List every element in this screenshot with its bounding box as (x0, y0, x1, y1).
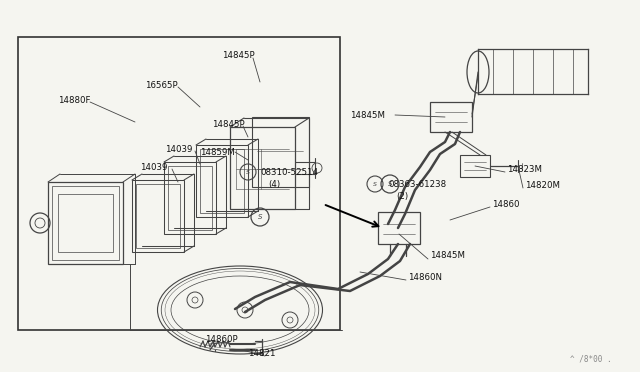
Bar (52, 186, 119, 260)
Text: 14860P: 14860P (205, 336, 237, 344)
Text: S: S (373, 182, 377, 186)
Bar (460, 155, 490, 177)
Text: 14821: 14821 (248, 350, 275, 359)
Text: 14845P: 14845P (222, 51, 255, 60)
Text: 08363-61238: 08363-61238 (388, 180, 446, 189)
Text: 14845M: 14845M (350, 110, 385, 119)
Text: 08310-52514: 08310-52514 (260, 167, 318, 176)
Text: S: S (258, 214, 262, 220)
Bar (164, 162, 216, 234)
Text: (2): (2) (396, 192, 408, 201)
Text: 16565P: 16565P (145, 80, 178, 90)
Bar (58, 194, 113, 252)
Text: 14880F: 14880F (58, 96, 90, 105)
Bar (136, 184, 180, 248)
Text: S: S (246, 170, 250, 174)
Bar (18, 37, 340, 330)
Bar (430, 102, 472, 132)
Text: 14820M: 14820M (525, 180, 560, 189)
Text: 14845M: 14845M (430, 251, 465, 260)
Text: 14859M: 14859M (200, 148, 235, 157)
Bar (132, 180, 184, 252)
Bar (200, 149, 244, 213)
Text: S: S (388, 181, 392, 187)
Bar (252, 117, 309, 187)
Text: 14845P: 14845P (212, 119, 244, 128)
Text: 14823M: 14823M (507, 164, 542, 173)
Bar (48, 182, 123, 264)
Bar (168, 166, 212, 230)
Text: 14039: 14039 (140, 163, 168, 171)
Bar (196, 145, 248, 217)
Text: 14860: 14860 (492, 199, 520, 208)
Text: 14860N: 14860N (408, 273, 442, 282)
Text: 14039: 14039 (165, 144, 193, 154)
Text: ^ /8*00 .: ^ /8*00 . (570, 355, 612, 364)
Bar (378, 212, 420, 244)
Bar (230, 127, 295, 209)
Text: (4): (4) (268, 180, 280, 189)
